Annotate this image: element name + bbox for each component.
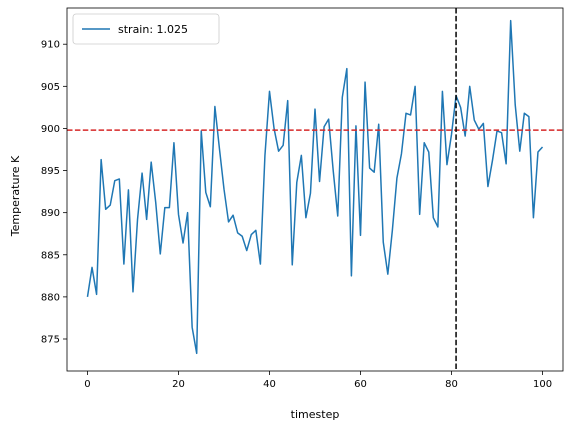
y-axis-ticks: 875 880 885 890 895 900 905 910	[41, 40, 67, 345]
x-tick-label: 80	[445, 379, 458, 390]
x-tick-label: 0	[84, 379, 90, 390]
x-axis-label: timestep	[291, 408, 340, 421]
y-tick-label: 900	[41, 124, 60, 135]
y-tick-label: 905	[41, 82, 60, 93]
y-tick-label: 895	[41, 166, 60, 177]
legend-entry-label: strain: 1.025	[118, 23, 188, 36]
x-tick-label: 60	[354, 379, 367, 390]
plot-frame	[66, 7, 564, 372]
x-tick-label: 100	[533, 379, 552, 390]
y-tick-label: 880	[41, 292, 60, 303]
x-tick-label: 20	[172, 379, 185, 390]
y-tick-label: 885	[41, 250, 60, 261]
series-line-strain	[86, 19, 544, 355]
x-tick-label: 40	[263, 379, 276, 390]
plot-area	[67, 8, 563, 371]
legend: strain: 1.025	[72, 13, 220, 45]
x-axis-ticks: 0 20 40 60 80 100	[84, 371, 552, 390]
y-tick-label: 890	[41, 208, 60, 219]
y-tick-label: 910	[41, 40, 60, 51]
y-tick-label: 875	[41, 334, 60, 345]
y-axis-label: Temperature K	[9, 155, 22, 237]
legend-box	[72, 13, 220, 45]
